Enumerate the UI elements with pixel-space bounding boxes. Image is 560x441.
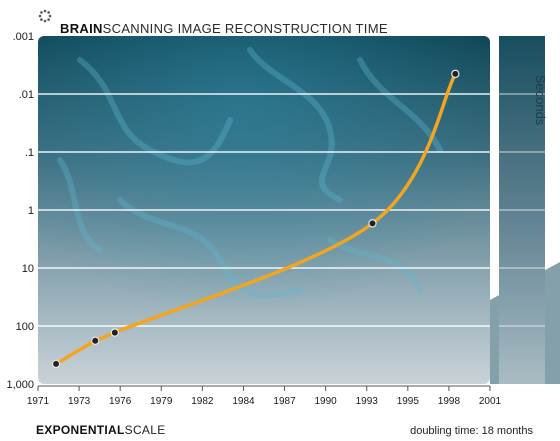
asterisk-icon xyxy=(38,9,52,23)
y-tick-label: .001 xyxy=(13,31,34,43)
data-point xyxy=(110,328,120,337)
seconds-panel: Seconds xyxy=(490,36,560,384)
x-tick-label: 1993 xyxy=(356,396,379,407)
seconds-bands xyxy=(499,93,545,327)
data-point xyxy=(51,359,61,369)
y-tick-label: 10 xyxy=(22,263,34,275)
title-rest: SCANNING IMAGE RECONSTRUCTION TIME xyxy=(103,21,388,36)
chart-title: BRAINSCANNING IMAGE RECONSTRUCTION TIME xyxy=(60,21,388,36)
y-axis: .001 .01 .1 1 10 100 1,000 xyxy=(6,31,34,391)
x-tick-label: 1998 xyxy=(438,396,461,407)
x-tick-label: 1973 xyxy=(68,396,91,407)
series-layer xyxy=(51,69,460,369)
y-tick-label: .01 xyxy=(19,89,34,101)
doubling-time-note: doubling time: 18 months xyxy=(410,425,533,437)
footer-rest: SCALE xyxy=(125,423,166,437)
data-point xyxy=(91,336,100,346)
y-tick-label: 1 xyxy=(28,205,34,217)
title-bold: BRAIN xyxy=(60,21,103,36)
y-tick-label: 1,000 xyxy=(6,379,34,391)
x-axis: 1971 1973 1976 1979 1982 1984 1987 1990 1993 1995… xyxy=(27,386,502,407)
y-tick-label: .1 xyxy=(25,147,34,159)
footer-bold: EXPONENTIAL xyxy=(36,423,125,437)
x-tick-label: 1971 xyxy=(27,396,50,407)
x-tick-label: 1984 xyxy=(232,396,255,407)
data-point xyxy=(368,219,377,228)
gridlines xyxy=(38,93,490,327)
x-tick-label: 1990 xyxy=(315,396,338,407)
footer-scale: EXPONENTIALSCALE xyxy=(36,423,166,437)
seconds-label: Seconds xyxy=(533,75,548,126)
x-tick-label: 1987 xyxy=(273,396,296,407)
x-tick-label: 1976 xyxy=(109,396,132,407)
x-tick-label: 1982 xyxy=(191,396,214,407)
x-tick-label: 1995 xyxy=(397,396,420,407)
data-point xyxy=(451,69,460,79)
x-tick-label: 1979 xyxy=(150,396,173,407)
y-tick-label: 100 xyxy=(16,321,34,333)
x-tick-label: 2001 xyxy=(479,396,502,407)
